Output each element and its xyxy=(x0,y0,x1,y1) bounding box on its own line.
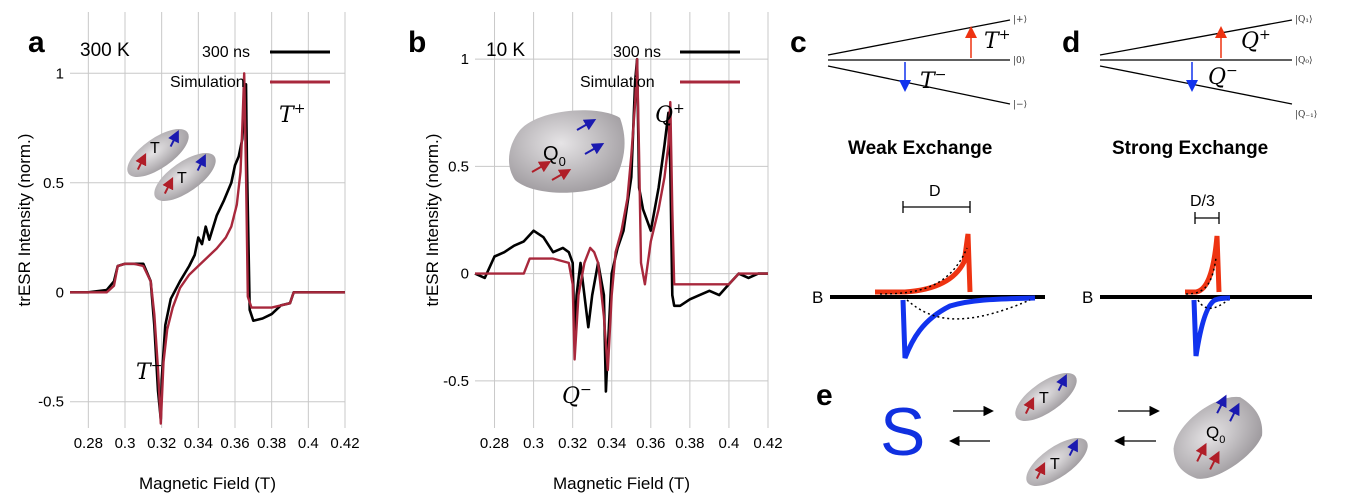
x-axis-label-a: Magnetic Field (T) xyxy=(139,474,276,493)
ytick-label-b-0: -0.5 xyxy=(443,373,469,390)
panel-e: e S T T Q0 xyxy=(816,372,1263,487)
xtick-label-b-2: 0.32 xyxy=(558,435,587,452)
panel-letter-d: d xyxy=(1062,26,1080,59)
y-axis-label-a: trESR Intensity (norm.) xyxy=(15,134,34,307)
peak-label-tminus: T− xyxy=(136,358,162,385)
level-minus-d xyxy=(1099,65,1293,105)
xtick-label-a-5: 0.38 xyxy=(257,435,286,452)
state-label-c-plus: |+⟩ xyxy=(1013,15,1027,25)
temperature-label-b: 10 K xyxy=(486,40,525,61)
xtick-label-a-6: 0.4 xyxy=(298,435,319,452)
transition-label-up-d: Q+ xyxy=(1241,27,1271,54)
plot-b-area: 0.28 0.3 0.32 0.34 0.36 0.38 0.4 0.42 -0.5 0 0.5 1 M… xyxy=(423,12,783,493)
quintet-cartoon-e xyxy=(1173,394,1263,479)
triplet-cartoon-e1 xyxy=(1015,372,1077,422)
xtick-label-b-3: 0.34 xyxy=(597,435,626,452)
ytick-label-a-3: 1 xyxy=(56,65,64,82)
state-label-d-q1: |Q₁⟩ xyxy=(1295,15,1313,25)
regime-label-c: Weak Exchange xyxy=(848,138,992,159)
width-label-c: D xyxy=(929,183,941,200)
ytick-label-a-0: -0.5 xyxy=(38,394,64,411)
y-axis-label-b: trESR Intensity (norm.) xyxy=(423,134,442,307)
ytick-label-a-1: 0 xyxy=(56,284,64,301)
peak-label-tplus: T+ xyxy=(279,101,305,128)
x-axis-label-b: Magnetic Field (T) xyxy=(553,474,690,493)
panel-a: a 0.28 0.3 0.32 0.34 0.36 0.38 0.4 0.42 -0.5 0 0.5… xyxy=(15,12,360,493)
legend-sim-label-b: Simulation xyxy=(580,74,655,91)
ytick-label-b-3: 1 xyxy=(461,51,469,68)
regime-label-d: Strong Exchange xyxy=(1112,138,1268,159)
transition-label-down-d: Q− xyxy=(1208,63,1238,90)
cartoon-label-a1: T xyxy=(150,140,160,157)
legend-data-label-a: 300 ns xyxy=(202,44,250,61)
transition-label-up-c: T+ xyxy=(984,27,1010,54)
series-line-b-simulation xyxy=(475,58,768,372)
width-label-d: D/3 xyxy=(1190,193,1215,210)
panel-c: c |+⟩ |0⟩ |−⟩ T+ T− Weak Exchange D B xyxy=(790,15,1045,359)
level-minus-c xyxy=(827,65,1011,105)
xtick-label-a-2: 0.32 xyxy=(147,435,176,452)
cartoon-label-e1: T xyxy=(1039,390,1049,407)
ytick-label-b-2: 0.5 xyxy=(448,158,469,175)
cartoon-label-a2: T xyxy=(177,170,187,187)
dotted-fit-up-d xyxy=(1185,257,1217,295)
b-label-d: B xyxy=(1082,288,1093,307)
series-line-a-data xyxy=(70,83,345,421)
cartoon-label-e-quintet: Q0 xyxy=(1206,423,1225,446)
state-label-d-q0: |Q₀⟩ xyxy=(1295,56,1313,66)
cartoon-label-b: Q0 xyxy=(543,143,566,169)
singlet-label: S xyxy=(880,394,925,470)
b-label-c: B xyxy=(812,288,823,307)
emission-peak-c xyxy=(875,233,973,295)
dotted-fit-down-d xyxy=(1197,299,1229,309)
temperature-label-a: 300 K xyxy=(80,40,130,61)
panel-d: d |Q₁⟩ |Q₀⟩ |Q₋₁⟩ Q+ Q− Strong Exchange … xyxy=(1062,15,1317,357)
xtick-label-a-4: 0.36 xyxy=(220,435,249,452)
level-plus-d xyxy=(1099,19,1293,56)
panel-b: b 0.28 0.3 0.32 0.34 0.36 0.38 0.4 0.42 -0.5 0 0.5… xyxy=(408,12,783,493)
absorption-peak-d xyxy=(1191,295,1231,357)
xtick-label-a-0: 0.28 xyxy=(74,435,103,452)
panel-letter-c: c xyxy=(790,26,807,59)
triplet-cartoon-e2 xyxy=(1026,437,1088,487)
state-label-c-minus: |−⟩ xyxy=(1013,100,1027,110)
quintet-cartoon-b xyxy=(508,110,625,193)
legend-sim-label-a: Simulation xyxy=(170,74,245,91)
series-line-a-simulation xyxy=(70,72,345,425)
peak-label-qplus: Q+ xyxy=(655,101,685,128)
legend-data-label-b: 300 ns xyxy=(613,44,661,61)
ytick-label-a-2: 0.5 xyxy=(43,175,64,192)
xtick-label-b-6: 0.4 xyxy=(719,435,740,452)
state-label-c-zero: |0⟩ xyxy=(1013,56,1025,66)
level-plus-c xyxy=(827,19,1011,56)
ytick-label-b-1: 0 xyxy=(461,266,469,283)
xtick-label-a-3: 0.34 xyxy=(184,435,213,452)
cartoon-label-e2: T xyxy=(1050,456,1060,473)
xtick-label-b-0: 0.28 xyxy=(480,435,509,452)
xtick-label-b-5: 0.38 xyxy=(675,435,704,452)
triplet-cartoon-a2 xyxy=(154,152,216,202)
emission-peak-d xyxy=(1185,235,1222,295)
panel-letter-e: e xyxy=(816,379,833,412)
triplet-cartoon-a1 xyxy=(127,128,189,178)
xtick-label-b-1: 0.3 xyxy=(523,435,544,452)
panel-letter-b: b xyxy=(408,26,426,59)
xtick-label-a-7: 0.42 xyxy=(330,435,359,452)
dotted-fit-down-c xyxy=(906,299,1031,320)
xtick-label-b-7: 0.42 xyxy=(753,435,782,452)
transition-label-down-c: T− xyxy=(920,67,946,94)
panel-letter-a: a xyxy=(28,26,45,59)
state-label-d-qm1: |Q₋₁⟩ xyxy=(1295,110,1317,120)
xtick-label-b-4: 0.36 xyxy=(636,435,665,452)
absorption-peak-c xyxy=(900,295,1036,359)
xtick-label-a-1: 0.3 xyxy=(115,435,136,452)
peak-label-qminus: Q− xyxy=(562,382,592,409)
